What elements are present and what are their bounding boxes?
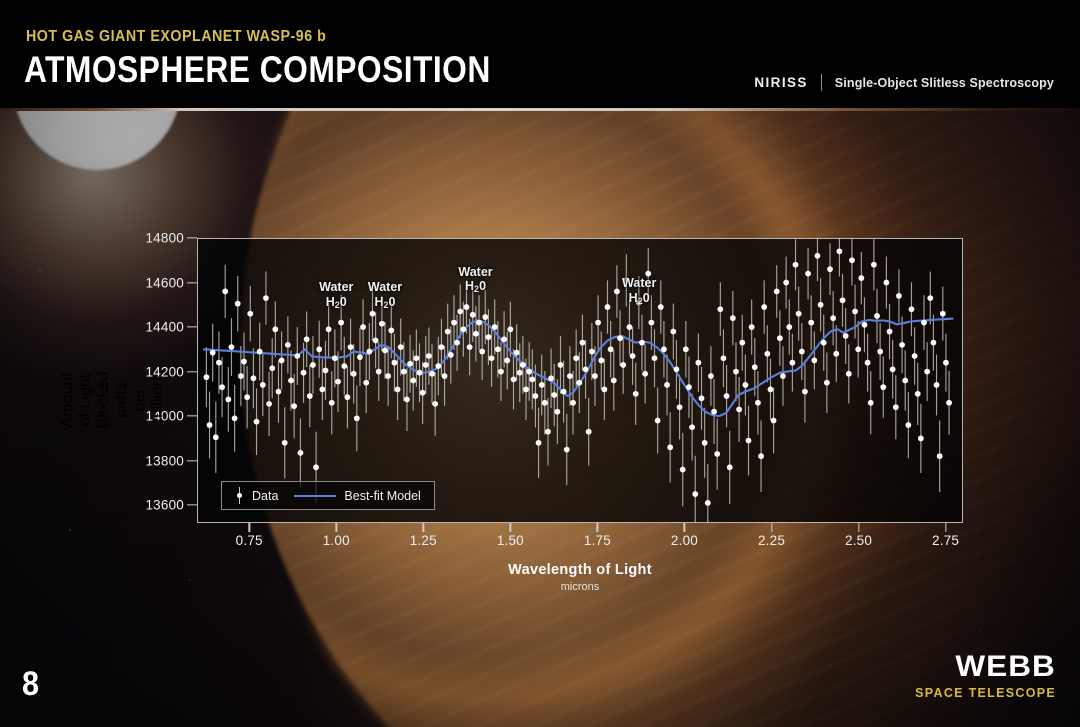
x-axis-units: microns bbox=[560, 581, 600, 593]
y-axis-tick-labels: 13600 13800 14000 14200 14400 14600 14800 bbox=[92, 231, 184, 523]
x-tick-label: 2.25 bbox=[757, 533, 786, 548]
webb-logo: WEBB SPACE TELESCOPE bbox=[915, 652, 1056, 701]
x-tick-label: 1.50 bbox=[496, 533, 524, 548]
header-bar: HOT GAS GIANT EXOPLANET WASP-96 b ATMOSP… bbox=[0, 0, 1080, 108]
y-tick-mark bbox=[187, 504, 197, 506]
y-tick-label: 14000 bbox=[145, 408, 184, 424]
x-tick-label: 0.75 bbox=[235, 533, 263, 548]
y-tick-label: 14400 bbox=[145, 319, 184, 335]
webb-logo-subtitle: SPACE TELESCOPE bbox=[915, 686, 1056, 700]
x-axis-ticks bbox=[197, 523, 963, 533]
header-eyebrow: HOT GAS GIANT EXOPLANET WASP-96 b bbox=[26, 28, 327, 45]
x-axis-tick-labels: 0.75 1.00 1.25 1.50 1.75 2.00 2.25 2.50 2.75 bbox=[197, 527, 963, 551]
x-tick-mark bbox=[509, 523, 512, 532]
annotation-molecule-formula: H20 bbox=[374, 295, 396, 311]
x-tick-mark bbox=[944, 523, 947, 532]
x-axis-label: Wavelength of Light microns bbox=[197, 562, 963, 593]
x-tick-label: 1.25 bbox=[409, 533, 437, 548]
y-tick-label: 13600 bbox=[145, 497, 184, 513]
annotation-water: Water H20 bbox=[622, 276, 656, 306]
x-axis-label-text: Wavelength of Light bbox=[508, 562, 652, 578]
y-tick-mark bbox=[187, 415, 197, 417]
y-axis-label: Amount of Light Blocked parts per millio… bbox=[59, 300, 166, 500]
header-divider bbox=[820, 74, 822, 91]
annotation-molecule-formula: H20 bbox=[325, 295, 347, 311]
y-tick-mark bbox=[187, 281, 197, 284]
plot-frame bbox=[197, 238, 963, 523]
line-swatch-icon bbox=[294, 494, 337, 497]
y-axis-units: parts per million bbox=[113, 377, 166, 423]
y-axis-ticks bbox=[187, 237, 197, 523]
legend-item-model: Best-fit Model bbox=[294, 488, 421, 503]
webb-logo-wordmark: WEBB bbox=[955, 650, 1056, 683]
y-tick-mark bbox=[187, 370, 197, 373]
chart-legend: Data Best-fit Model bbox=[221, 481, 435, 510]
x-tick-mark bbox=[248, 523, 250, 532]
y-tick-mark bbox=[187, 237, 197, 239]
x-tick-mark bbox=[596, 523, 599, 532]
annotation-water: Water H20 bbox=[458, 265, 492, 295]
annotation-molecule-name: Water bbox=[458, 264, 493, 279]
header-instrument-group: NIRISS Single-Object Slitless Spectrosco… bbox=[754, 74, 1054, 91]
x-tick-mark bbox=[335, 523, 337, 532]
y-tick-label: 13800 bbox=[145, 453, 184, 469]
y-tick-mark bbox=[187, 460, 197, 462]
plot-canvas bbox=[202, 238, 954, 523]
y-axis-label-text: Amount of Light Blocked bbox=[59, 371, 112, 429]
annotation-water: Water H20 bbox=[368, 280, 402, 310]
annotation-molecule-name: Water bbox=[319, 280, 354, 295]
y-tick-label: 14200 bbox=[145, 364, 184, 380]
x-tick-label: 1.75 bbox=[583, 533, 611, 548]
legend-label-model: Best-fit Model bbox=[344, 488, 421, 503]
legend-label-data: Data bbox=[252, 488, 279, 503]
y-tick-label: 14600 bbox=[145, 275, 184, 291]
x-tick-label: 1.00 bbox=[322, 533, 350, 548]
x-tick-mark bbox=[857, 523, 860, 532]
x-tick-mark bbox=[422, 523, 424, 532]
errorbar-point-icon bbox=[235, 487, 244, 504]
x-tick-mark bbox=[770, 523, 773, 532]
annotation-molecule-formula: H20 bbox=[628, 290, 650, 306]
annotation-molecule-name: Water bbox=[622, 275, 657, 290]
x-tick-mark bbox=[683, 523, 686, 532]
y-tick-mark bbox=[187, 326, 197, 328]
x-tick-label: 2.00 bbox=[670, 533, 698, 548]
y-tick-label: 14800 bbox=[145, 230, 184, 246]
annotation-molecule-name: Water bbox=[367, 280, 403, 295]
header-accent-rule bbox=[0, 108, 1080, 111]
instrument-name: NIRISS bbox=[754, 75, 808, 90]
x-tick-label: 2.75 bbox=[932, 533, 960, 548]
annotation-water: Water H20 bbox=[319, 280, 353, 310]
legend-item-data: Data bbox=[235, 487, 278, 504]
observing-mode: Single-Object Slitless Spectroscopy bbox=[834, 75, 1054, 90]
page-title: ATMOSPHERE COMPOSITION bbox=[24, 49, 491, 90]
page-number: 8 bbox=[22, 665, 40, 703]
x-tick-label: 2.50 bbox=[844, 533, 873, 548]
annotation-molecule-formula: H20 bbox=[465, 279, 487, 295]
spectrum-chart bbox=[197, 238, 963, 523]
